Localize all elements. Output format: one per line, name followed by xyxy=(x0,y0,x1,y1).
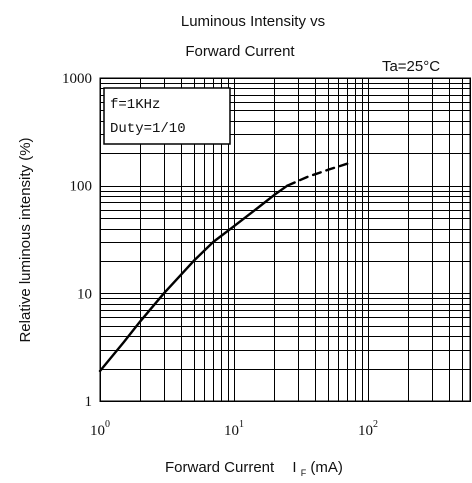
y-tick-label: 1000 xyxy=(62,71,92,87)
x-tick-label: 100 xyxy=(90,419,110,439)
x-tick-label: 101 xyxy=(224,419,244,439)
y-tick-label: 1 xyxy=(85,394,93,410)
series-line-solid xyxy=(98,184,289,373)
y-axis-label: Relative luminous intensity (%) xyxy=(17,137,34,342)
y-tick-label: 100 xyxy=(70,179,93,195)
x-axis-label: Forward Current I F (mA) xyxy=(165,459,343,480)
series-line-dashed xyxy=(286,162,349,187)
x-axis-label-symbol: I xyxy=(292,459,296,476)
legend-duty: Duty=1/10 xyxy=(110,121,186,137)
x-tick-labels: 100 101 102 xyxy=(90,419,378,439)
chart-title-line2: Forward Current xyxy=(185,43,295,60)
series-group xyxy=(98,162,349,373)
plot-frame xyxy=(99,77,471,402)
x-axis-label-subscript: F xyxy=(301,468,307,478)
x-axis-label-text: Forward Current xyxy=(165,459,275,476)
chart-title-line1: Luminous Intensity vs xyxy=(181,13,325,30)
legend-frequency: f=1KHz xyxy=(110,97,160,113)
y-tick-labels: 1 10 100 1000 xyxy=(62,71,92,410)
temperature-annotation: Ta=25°C xyxy=(382,58,440,75)
legend-box-frame xyxy=(103,87,231,145)
x-tick-label: 102 xyxy=(358,419,378,439)
legend-box: f=1KHz Duty=1/10 xyxy=(103,87,231,145)
x-axis-label-unit: (mA) xyxy=(310,459,343,476)
y-tick-label: 10 xyxy=(77,286,92,302)
